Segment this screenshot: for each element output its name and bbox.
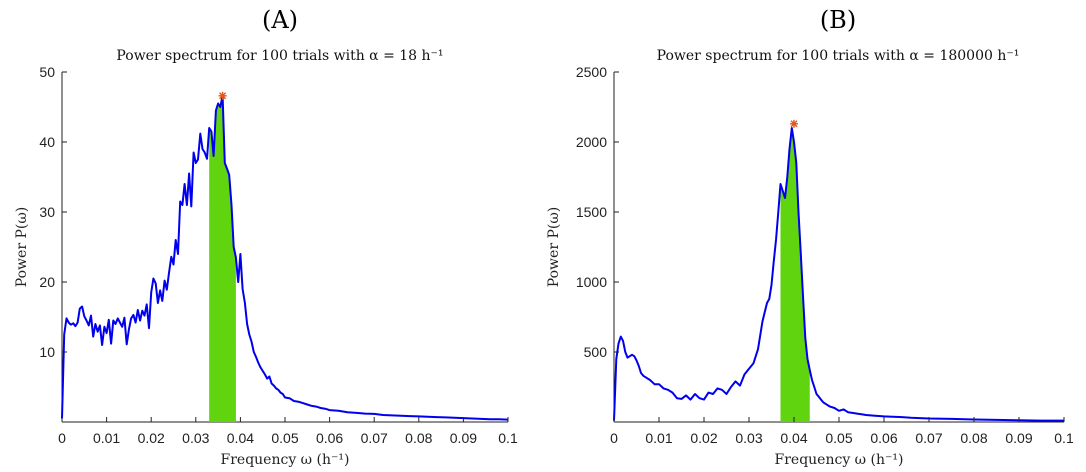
x-tick-label: 0.1 (498, 430, 518, 446)
x-tick-label: 0.1 (1054, 430, 1074, 446)
y-tick-label: 1000 (576, 274, 607, 290)
x-tick-label: 0.09 (1005, 430, 1032, 446)
y-axis-label: Power P(ω) (14, 207, 30, 287)
x-tick-label: 0.06 (316, 430, 343, 446)
x-tick-label: 0.05 (271, 430, 298, 446)
series-line (613, 127, 1064, 422)
x-tick-label: 0.07 (361, 430, 388, 446)
x-tick-label: 0.03 (182, 430, 209, 446)
chart-title: Power spectrum for 100 trials with α = 1… (657, 48, 1020, 64)
chart-title: Power spectrum for 100 trials with α = 1… (116, 48, 443, 64)
y-tick-label: 40 (39, 134, 55, 150)
x-tick-label: 0.01 (93, 430, 120, 446)
x-tick-label: 0.02 (690, 430, 717, 446)
y-tick-label: 500 (584, 344, 608, 360)
x-tick-label: 0 (58, 430, 66, 446)
y-tick-label: 30 (39, 204, 55, 220)
panel-label: (A) (262, 6, 298, 34)
panel-a: (A) Power spectrum for 100 trials with α … (14, 6, 518, 468)
x-tick-label: 0.05 (825, 430, 852, 446)
x-axis-label: Frequency ω (h⁻¹) (221, 452, 350, 468)
x-axis-label: Frequency ω (h⁻¹) (775, 452, 904, 468)
x-tick-label: 0.03 (735, 430, 762, 446)
y-tick-label: 2000 (576, 134, 607, 150)
band-fill (780, 128, 810, 422)
x-tick-label: 0.06 (870, 430, 897, 446)
y-tick-label: 20 (39, 274, 55, 290)
x-tick-label: 0.08 (405, 430, 432, 446)
panel-b: (B) Power spectrum for 100 trials with α … (546, 6, 1074, 468)
x-tick-label: 0.04 (780, 430, 807, 446)
x-tick-label: 0.08 (960, 430, 987, 446)
x-tick-label: 0 (610, 430, 618, 446)
x-tick-label: 0.04 (227, 430, 254, 446)
series-line (61, 94, 509, 421)
peak-marker (790, 119, 798, 128)
peak-marker (218, 91, 227, 100)
y-axis-label: Power P(ω) (546, 207, 562, 287)
y-tick-label: 50 (39, 64, 55, 80)
y-tick-label: 10 (39, 344, 55, 360)
x-tick-label: 0.09 (450, 430, 477, 446)
y-tick-label: 1500 (576, 204, 607, 220)
panel-label: (B) (820, 6, 856, 34)
x-tick-label: 0.07 (915, 430, 942, 446)
y-tick-label: 2500 (576, 64, 607, 80)
x-tick-label: 0.01 (645, 430, 672, 446)
x-tick-label: 0.02 (138, 430, 165, 446)
